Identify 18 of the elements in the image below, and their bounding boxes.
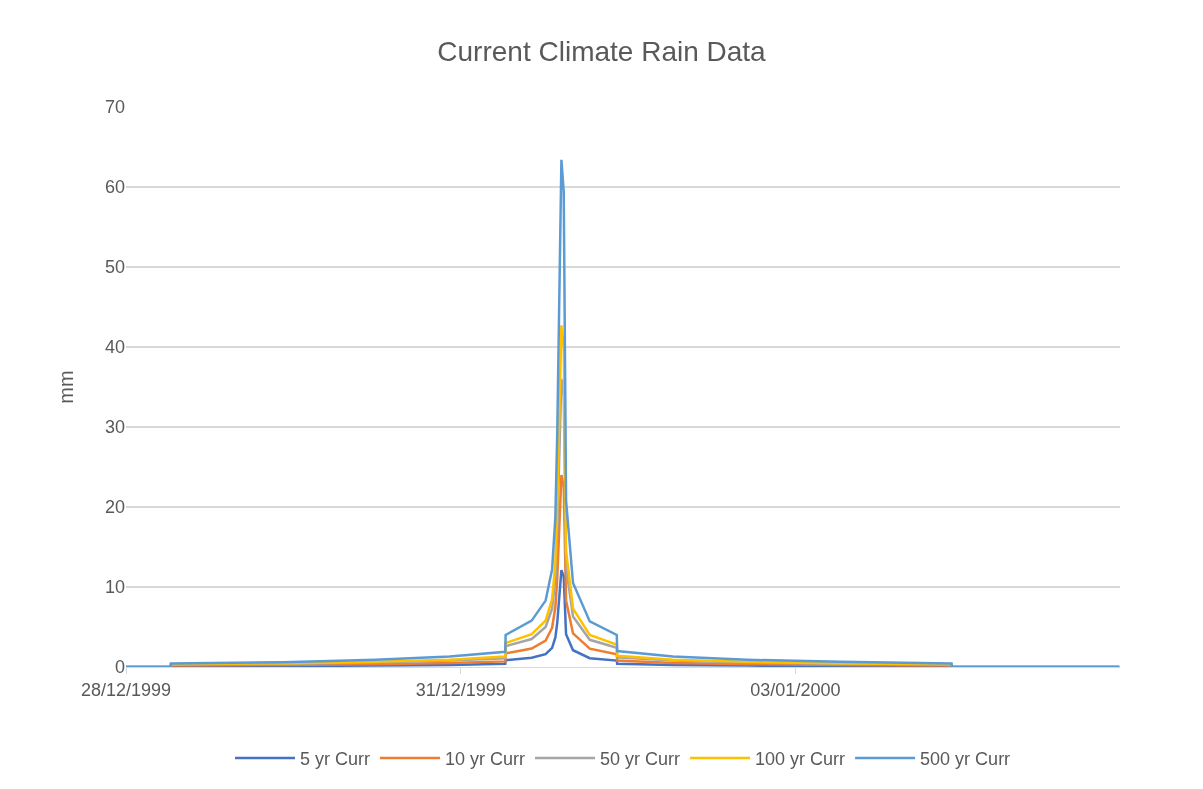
y-tick-label: 30 [104,417,125,438]
legend-label: 10 yr Curr [445,749,526,770]
y-tick-label: 50 [104,257,125,278]
y-tick-label: 40 [104,337,125,358]
legend-label: 5 yr Curr [300,749,371,770]
legend-label: 100 yr Curr [755,749,846,770]
chart-title: Current Climate Rain Data [437,36,767,68]
y-tick-label: 0 [114,657,125,678]
y-tick-label: 60 [104,177,125,198]
y-axis-title: mm [55,370,78,404]
x-tick-label: 31/12/1999 [415,679,506,700]
legend-label: 50 yr Curr [600,749,681,770]
y-tick-label: 70 [104,97,125,118]
x-tick-label: 03/01/2000 [750,679,841,700]
y-tick-label: 20 [104,497,125,518]
y-tick-label: 10 [104,577,125,598]
x-tick-label: 28/12/1999 [80,679,172,700]
legend-label: 500 yr Curr [920,749,1011,770]
